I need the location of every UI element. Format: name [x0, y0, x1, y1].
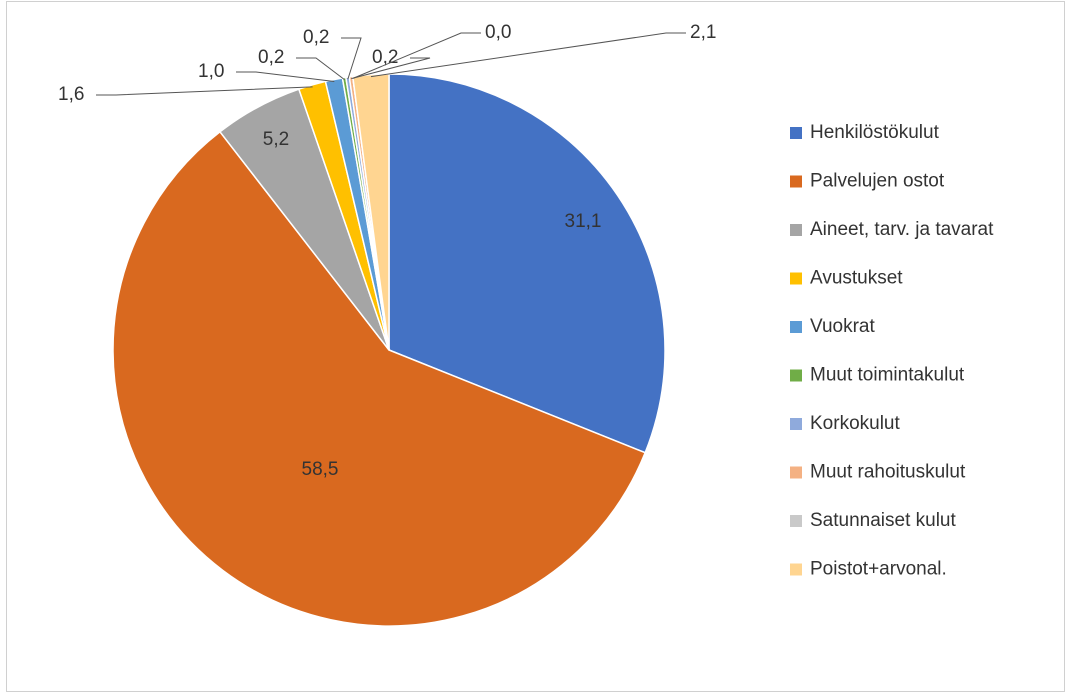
legend-swatch [790, 127, 802, 139]
data-label: 0,2 [303, 27, 329, 48]
legend-label: Aineet, tarv. ja tavarat [810, 219, 994, 240]
legend-swatch [790, 175, 802, 188]
pie [112, 73, 666, 627]
data-label: 1,6 [58, 84, 84, 105]
legend-label: Muut rahoituskulut [810, 462, 966, 483]
leader-line [341, 37, 362, 80]
legend-swatch [790, 466, 802, 479]
data-label: 0,0 [485, 22, 511, 43]
data-label: 58,5 [302, 459, 339, 480]
pie-slice [388, 73, 666, 454]
legend-label: Muut toimintakulut [810, 365, 965, 386]
leader-line [370, 32, 686, 78]
data-label: 0,2 [372, 47, 398, 68]
legend-label: Henkilöstökulut [810, 122, 940, 143]
legend-label: Palvelujen ostot [810, 171, 945, 192]
legend-label: Korkokulut [810, 413, 900, 434]
pie-slice [112, 130, 647, 627]
legend-swatch [790, 272, 802, 285]
data-label: 5,2 [263, 129, 289, 150]
legend-swatch [790, 369, 802, 382]
legend-label: Satunnaiset kulut [810, 510, 956, 531]
leader-line [351, 57, 431, 80]
legend-swatch [790, 224, 802, 236]
data-labels: 31,1 58,5 5,2 1,6 1,0 0,2 0,2 0,2 0,0 2,1 [58, 22, 716, 480]
legend-label: Avustukset [810, 268, 903, 289]
data-label: 2,1 [690, 22, 716, 43]
leader-line [352, 32, 481, 79]
legend-swatch [790, 418, 802, 430]
leader-line [236, 71, 335, 83]
legend-swatch [790, 321, 802, 333]
data-label: 1,0 [198, 61, 224, 82]
data-label: 31,1 [565, 211, 602, 232]
legend-swatch [790, 515, 802, 527]
legend-label: Poistot+arvonal. [810, 559, 947, 580]
legend: Henkilöstökulut Palvelujen ostot Aineet, t… [790, 122, 994, 580]
leader-line [296, 57, 345, 81]
data-label: 0,2 [258, 47, 284, 68]
legend-label: Vuokrat [810, 316, 875, 337]
legend-swatch [790, 563, 802, 576]
leader-line [96, 86, 313, 96]
